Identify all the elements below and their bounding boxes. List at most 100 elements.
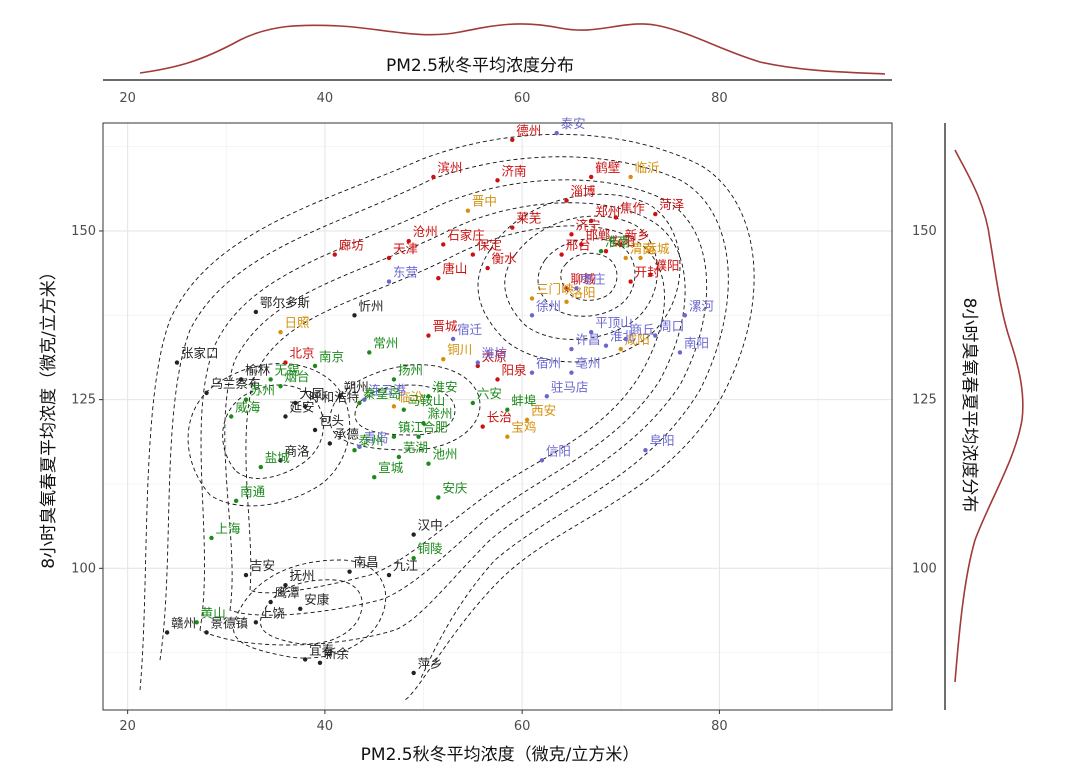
data-point xyxy=(618,242,623,247)
point-label: 承德 xyxy=(334,426,360,441)
data-point xyxy=(357,400,362,406)
data-point xyxy=(569,346,574,352)
point-label: 鹤壁 xyxy=(595,160,620,175)
x-tick-label: 80 xyxy=(711,719,728,734)
data-point xyxy=(564,198,569,203)
contour-line xyxy=(354,384,456,436)
point-label: 滨州 xyxy=(437,160,462,175)
point-label: 汉中 xyxy=(418,518,443,533)
plot-border xyxy=(102,122,893,711)
point-label: 东营 xyxy=(393,265,418,280)
data-point xyxy=(283,414,288,419)
contour-line xyxy=(187,363,351,507)
point-label: 泰州 xyxy=(358,433,383,448)
point-label: 池州 xyxy=(432,447,457,462)
point-label: 沧州 xyxy=(413,224,438,239)
point-label: 三门峡 xyxy=(536,281,574,296)
point-label: 秦皇岛 xyxy=(363,386,401,401)
data-point xyxy=(559,252,564,257)
contour-line xyxy=(260,579,363,645)
top-x-tick-label: 20 xyxy=(119,91,136,106)
data-point xyxy=(588,329,594,335)
point-label: 朔州 xyxy=(344,379,369,394)
data-point xyxy=(416,434,421,439)
data-point xyxy=(436,275,441,281)
contour-line xyxy=(537,238,636,317)
point-label: 上海 xyxy=(215,521,241,536)
data-point xyxy=(465,208,471,213)
data-point xyxy=(386,255,392,261)
x-tick-label: 20 xyxy=(119,719,136,734)
density-contours xyxy=(139,133,755,701)
data-point xyxy=(352,313,357,318)
y-tick-label: 100 xyxy=(71,561,96,576)
point-label: 淮安 xyxy=(432,379,457,394)
point-label: 吉安 xyxy=(250,558,275,573)
data-point xyxy=(312,363,318,369)
point-label: 烟台 xyxy=(285,369,310,384)
point-label: 周口 xyxy=(659,319,684,334)
right-density-panel: 8小时臭氧春夏平均浓度分布 xyxy=(944,123,1024,710)
right-margin-title: 8小时臭氧春夏平均浓度分布 xyxy=(959,298,979,513)
data-point xyxy=(312,427,318,433)
data-point xyxy=(164,630,170,635)
data-point xyxy=(229,414,234,419)
point-label: 运城 xyxy=(645,241,671,256)
point-label: 宿州 xyxy=(536,356,561,371)
point-label: 濮阳 xyxy=(654,258,679,273)
point-label: 潍坊 xyxy=(482,346,507,361)
data-point xyxy=(569,370,574,375)
data-point xyxy=(598,248,604,254)
data-point xyxy=(337,394,342,399)
point-label: 日照 xyxy=(285,315,310,330)
point-label: 新余 xyxy=(324,646,350,661)
point-label: 淄博 xyxy=(571,184,597,199)
data-point xyxy=(505,434,510,439)
data-point xyxy=(411,532,416,537)
point-label: 南阳 xyxy=(684,335,709,350)
point-label: 晋城 xyxy=(432,319,458,334)
point-label: 安康 xyxy=(304,592,330,607)
data-point xyxy=(204,390,209,396)
point-label: 景德镇 xyxy=(211,615,249,630)
data-point xyxy=(243,572,249,578)
point-label: 泰安 xyxy=(561,116,586,131)
data-point xyxy=(327,441,333,446)
point-label: 阳泉 xyxy=(502,362,528,377)
point-label: 济宁 xyxy=(575,217,600,232)
data-point xyxy=(574,286,579,291)
point-label: 宣城 xyxy=(378,460,404,475)
point-label: 聊城 xyxy=(571,271,597,286)
data-point xyxy=(243,397,249,402)
right-y-tick-label: 150 xyxy=(912,224,937,239)
point-label: 盐城 xyxy=(265,450,291,465)
data-point xyxy=(682,313,688,318)
data-point xyxy=(362,397,367,402)
point-label: 北京 xyxy=(289,346,314,361)
point-label: 亳州 xyxy=(575,356,600,371)
data-point xyxy=(539,458,545,463)
data-point xyxy=(253,309,259,315)
point-label: 上饶 xyxy=(260,605,286,620)
point-label: 渭南 xyxy=(630,241,655,256)
point-label: 威海 xyxy=(235,400,261,415)
point-label: 太原 xyxy=(482,349,507,364)
data-point xyxy=(253,620,259,625)
point-label: 苏州 xyxy=(250,383,275,398)
data-point xyxy=(352,448,357,453)
data-point xyxy=(441,242,446,247)
data-point xyxy=(283,582,288,588)
data-point xyxy=(332,252,337,257)
point-label: 徐州 xyxy=(536,298,561,313)
data-point xyxy=(495,178,500,183)
point-label: 唐山 xyxy=(442,261,467,276)
data-point xyxy=(529,370,535,375)
x-tick-label: 60 xyxy=(514,719,531,734)
data-point xyxy=(480,424,485,429)
top-margin-title: PM2.5秋冬平均浓度分布 xyxy=(386,56,574,76)
point-label: 赣州 xyxy=(171,615,196,630)
